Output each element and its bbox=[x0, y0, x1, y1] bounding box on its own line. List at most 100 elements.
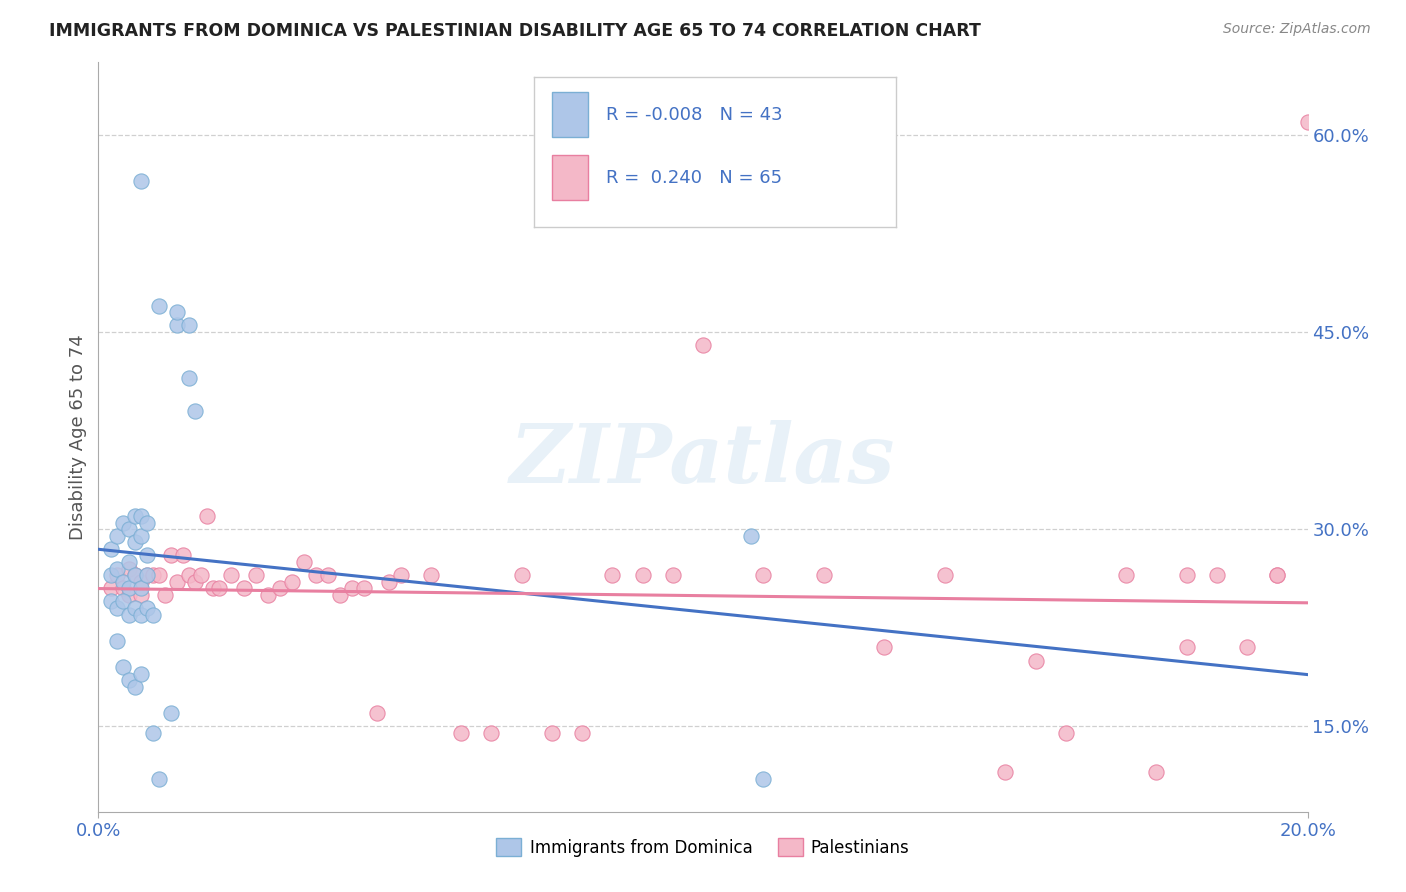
Point bbox=[124, 568, 146, 582]
Point bbox=[148, 299, 170, 313]
Point bbox=[208, 581, 231, 595]
Point bbox=[1175, 640, 1198, 655]
Point bbox=[873, 640, 896, 655]
Point bbox=[129, 607, 152, 622]
Point bbox=[202, 581, 225, 595]
Point bbox=[148, 772, 170, 786]
Point bbox=[994, 765, 1017, 780]
Point bbox=[142, 607, 165, 622]
Point bbox=[540, 726, 562, 740]
Point bbox=[129, 666, 152, 681]
Point bbox=[1386, 640, 1406, 655]
Point bbox=[179, 371, 201, 385]
Point bbox=[160, 549, 183, 563]
Point bbox=[111, 581, 134, 595]
Point bbox=[118, 673, 141, 688]
Point bbox=[166, 318, 188, 333]
Point bbox=[124, 680, 146, 694]
Point bbox=[221, 568, 243, 582]
Point bbox=[1267, 568, 1289, 582]
Point bbox=[1175, 568, 1198, 582]
Point bbox=[135, 549, 157, 563]
Point bbox=[366, 706, 388, 720]
Point bbox=[450, 726, 472, 740]
Point bbox=[342, 581, 364, 595]
Point bbox=[602, 568, 624, 582]
Point bbox=[129, 174, 152, 188]
Point bbox=[179, 318, 201, 333]
Point bbox=[329, 588, 352, 602]
Legend: Immigrants from Dominica, Palestinians: Immigrants from Dominica, Palestinians bbox=[489, 832, 917, 863]
Point bbox=[111, 574, 134, 589]
Point bbox=[111, 516, 134, 530]
Point bbox=[160, 706, 183, 720]
Y-axis label: Disability Age 65 to 74: Disability Age 65 to 74 bbox=[69, 334, 87, 540]
Point bbox=[118, 607, 141, 622]
Point bbox=[100, 568, 122, 582]
Point bbox=[232, 581, 254, 595]
Point bbox=[1357, 640, 1379, 655]
Point bbox=[1024, 654, 1046, 668]
Point bbox=[1115, 568, 1137, 582]
Point bbox=[172, 549, 194, 563]
Point bbox=[510, 568, 533, 582]
Point bbox=[1236, 640, 1258, 655]
Point bbox=[184, 404, 207, 418]
Point bbox=[148, 568, 170, 582]
Text: Source: ZipAtlas.com: Source: ZipAtlas.com bbox=[1223, 22, 1371, 37]
Point bbox=[752, 772, 775, 786]
Point bbox=[190, 568, 212, 582]
Point bbox=[118, 555, 141, 569]
Point bbox=[481, 726, 503, 740]
Point bbox=[1054, 726, 1077, 740]
Text: IMMIGRANTS FROM DOMINICA VS PALESTINIAN DISABILITY AGE 65 TO 74 CORRELATION CHAR: IMMIGRANTS FROM DOMINICA VS PALESTINIAN … bbox=[49, 22, 981, 40]
Point bbox=[135, 601, 157, 615]
Point bbox=[105, 561, 128, 575]
Point bbox=[111, 660, 134, 674]
Point bbox=[166, 574, 188, 589]
Point bbox=[124, 508, 146, 523]
Point bbox=[135, 568, 157, 582]
Point bbox=[129, 581, 152, 595]
Point bbox=[281, 574, 304, 589]
Point bbox=[389, 568, 412, 582]
Point bbox=[105, 633, 128, 648]
Point bbox=[135, 568, 157, 582]
Point bbox=[166, 305, 188, 319]
Point bbox=[256, 588, 278, 602]
Point bbox=[305, 568, 328, 582]
Point bbox=[420, 568, 443, 582]
Point bbox=[1296, 114, 1319, 128]
Point bbox=[124, 568, 146, 582]
Point bbox=[124, 535, 146, 549]
Point bbox=[813, 568, 835, 582]
Point bbox=[316, 568, 339, 582]
Point bbox=[142, 726, 165, 740]
Point bbox=[105, 601, 128, 615]
Point bbox=[195, 508, 218, 523]
Point bbox=[571, 726, 593, 740]
Point bbox=[129, 529, 152, 543]
Point bbox=[1267, 568, 1289, 582]
Point bbox=[118, 588, 141, 602]
Point bbox=[100, 541, 122, 556]
Point bbox=[1206, 568, 1229, 582]
Point bbox=[118, 581, 141, 595]
Point bbox=[1144, 765, 1167, 780]
Point bbox=[118, 561, 141, 575]
Point bbox=[129, 508, 152, 523]
Point bbox=[118, 522, 141, 536]
Point bbox=[752, 568, 775, 582]
Point bbox=[353, 581, 375, 595]
Point bbox=[631, 568, 654, 582]
Point bbox=[142, 568, 165, 582]
Point bbox=[661, 568, 683, 582]
Point bbox=[377, 574, 399, 589]
Point bbox=[105, 529, 128, 543]
Point bbox=[179, 568, 201, 582]
Point bbox=[1327, 581, 1350, 595]
Point bbox=[105, 568, 128, 582]
Point bbox=[245, 568, 267, 582]
Point bbox=[740, 529, 762, 543]
Text: ZIPatlas: ZIPatlas bbox=[510, 419, 896, 500]
